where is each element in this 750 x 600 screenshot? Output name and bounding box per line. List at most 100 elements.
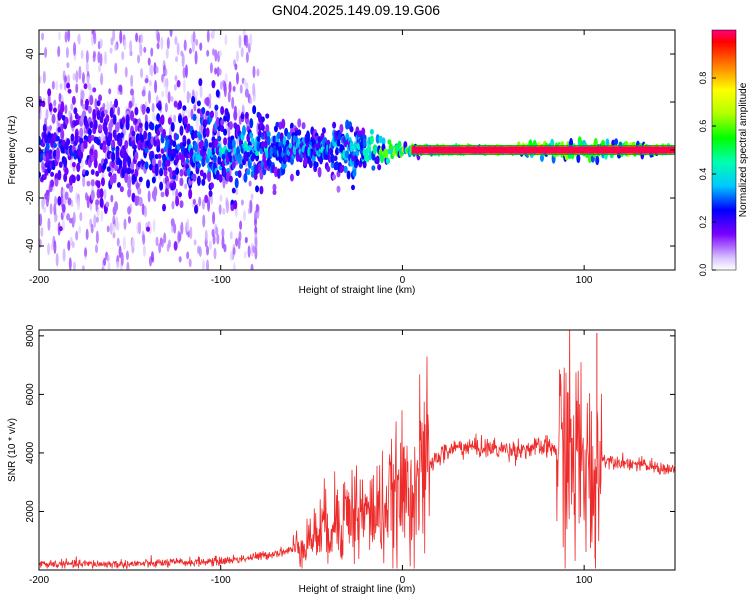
heatmap-cell	[58, 226, 63, 232]
heatmap-cell	[189, 147, 194, 158]
heatmap-cell	[112, 30, 116, 42]
heatmap-cell	[181, 53, 185, 68]
heatmap-cell	[171, 200, 175, 210]
heatmap-cell	[252, 105, 257, 115]
heatmap-cell	[166, 37, 170, 50]
heatmap-cell	[219, 194, 223, 202]
heatmap-cell	[595, 155, 600, 166]
heatmap-cell	[333, 155, 338, 162]
heatmap-cell	[194, 50, 198, 65]
heatmap-cell	[138, 221, 142, 235]
heatmap-cell	[332, 174, 337, 180]
heatmap-cell	[130, 74, 134, 88]
heatmap-cell	[254, 237, 258, 249]
heatmap-cell	[206, 245, 210, 256]
heatmap-cell	[140, 134, 145, 143]
heatmap-cell	[78, 225, 82, 234]
heatmap-cell	[198, 246, 202, 258]
heatmap-cell	[380, 154, 385, 164]
heatmap-cell	[179, 169, 184, 177]
heatmap-cell	[157, 31, 161, 44]
carrier-line	[411, 146, 675, 154]
heatmap-cell	[163, 232, 167, 244]
heatmap-cell	[231, 161, 236, 169]
heatmap-cell	[116, 181, 121, 188]
heatmap-cell	[60, 129, 65, 141]
heatmap-cell	[255, 185, 260, 193]
heatmap-cell	[213, 247, 217, 260]
heatmap-cell	[397, 140, 402, 148]
heatmap-cell	[44, 46, 48, 59]
heatmap-cell	[93, 150, 98, 161]
heatmap-cell	[222, 175, 226, 189]
heatmap-cell	[89, 94, 94, 106]
heatmap-cell	[349, 126, 354, 133]
x-tick-label: 100	[576, 575, 593, 586]
heatmap-cell	[375, 133, 380, 144]
heatmap-cell	[170, 121, 175, 132]
heatmap-cell	[204, 229, 208, 242]
heatmap-cell	[235, 187, 239, 196]
heatmap-cell	[279, 132, 284, 142]
heatmap-cell	[196, 100, 201, 107]
heatmap-cell	[199, 139, 204, 150]
heatmap-cell	[151, 157, 156, 167]
heatmap-cell	[50, 171, 55, 177]
heatmap-cell	[198, 78, 203, 87]
heatmap-cell	[204, 194, 209, 204]
heatmap-cell	[204, 138, 209, 150]
heatmap-cell	[152, 112, 156, 121]
heatmap-cell	[361, 127, 366, 137]
heatmap-cell	[614, 138, 619, 146]
heatmap-cell	[64, 167, 69, 176]
heatmap-cell	[96, 139, 101, 146]
colorbar-tick-label: 0.8	[698, 72, 708, 85]
heatmap-cell	[68, 257, 72, 270]
heatmap-cell	[202, 259, 206, 270]
heatmap-cell	[71, 241, 75, 249]
heatmap-cell	[127, 215, 131, 224]
heatmap-cell	[162, 128, 167, 139]
heatmap-cell	[238, 230, 242, 242]
heatmap-cell	[148, 79, 152, 87]
heatmap-cell	[57, 45, 61, 58]
heatmap-cell	[194, 142, 199, 153]
heatmap-cell	[163, 169, 168, 177]
heatmap-cell	[248, 180, 252, 187]
heatmap-cell	[47, 217, 51, 231]
heatmap-cell	[79, 212, 83, 222]
heatmap-cell	[43, 206, 47, 213]
heatmap-cell	[198, 196, 202, 207]
heatmap-cell	[105, 201, 110, 208]
heatmap-cell	[185, 158, 190, 164]
heatmap-cell	[287, 134, 292, 140]
heatmap-cell	[141, 89, 146, 97]
heatmap-cell	[127, 156, 132, 168]
heatmap-cell	[223, 243, 227, 253]
heatmap-cell	[65, 46, 69, 59]
heatmap-cell	[99, 197, 104, 208]
heatmap-cell	[335, 161, 340, 171]
heatmap-cell	[39, 213, 43, 227]
heatmap-cell	[332, 121, 337, 129]
heatmap-cell	[95, 199, 100, 206]
heatmap-cell	[179, 125, 184, 136]
heatmap-cell	[114, 201, 119, 212]
heatmap-cell	[85, 61, 89, 73]
heatmap-cell	[121, 51, 125, 61]
heatmap-cell	[191, 129, 196, 141]
heatmap-cell	[187, 109, 191, 118]
heatmap-cell	[114, 98, 119, 109]
heatmap-cell	[234, 63, 238, 71]
heatmap-cell	[144, 77, 149, 84]
x-tick-label: -200	[29, 575, 49, 586]
heatmap-cell	[123, 218, 127, 230]
heatmap-cell	[47, 88, 52, 97]
heatmap-cell	[135, 133, 140, 143]
heatmap-cell	[233, 109, 238, 121]
heatmap-cell	[124, 173, 129, 184]
heatmap-cell	[83, 138, 88, 149]
heatmap-cell	[72, 211, 76, 225]
heatmap-cell	[221, 228, 225, 239]
heatmap-cell	[109, 47, 113, 54]
